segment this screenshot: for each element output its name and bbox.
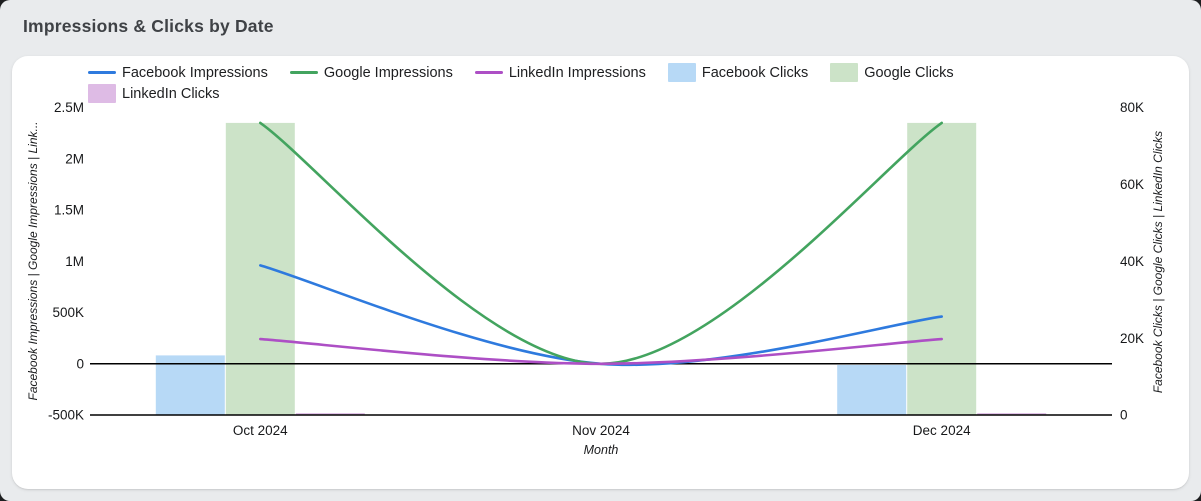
legend-rect-swatch	[88, 84, 116, 103]
x-axis-tick: Dec 2024	[913, 423, 971, 438]
right-axis-tick: 80K	[1120, 100, 1144, 115]
x-axis-title: Month	[583, 443, 619, 457]
legend-label: Google Impressions	[323, 64, 453, 81]
left-axis-tick: -500K	[48, 408, 84, 423]
page-title: Impressions & Clicks by Date	[23, 16, 274, 36]
legend-rect-swatch	[667, 63, 696, 82]
left-axis-tick: 0	[76, 356, 84, 371]
right-axis-tick: 20K	[1120, 331, 1144, 346]
right-axis-tick: 60K	[1120, 177, 1144, 192]
left-axis-tick: 2.5M	[54, 100, 84, 115]
bar-linkedin-clicks[interactable]	[977, 413, 1047, 415]
right-axis-tick: 40K	[1120, 254, 1144, 269]
chart-card	[12, 56, 1189, 489]
legend-item-facebook-clicks[interactable]: Facebook Clicks	[667, 62, 809, 83]
bar-linkedin-clicks[interactable]	[295, 413, 365, 415]
left-axis-tick: 500K	[52, 305, 84, 320]
bar-google-clicks[interactable]	[907, 122, 977, 416]
legend-label: Facebook Impressions	[122, 64, 268, 81]
left-axis-tick: 2M	[65, 151, 84, 166]
bar-facebook-clicks[interactable]	[155, 355, 225, 415]
legend-label: LinkedIn Impressions	[508, 64, 646, 81]
line-linkedin-impressions[interactable]	[259, 337, 943, 366]
legend-line-swatch	[88, 70, 116, 75]
chart-legend: Facebook Impressions Google Impressions Li…	[88, 62, 1078, 104]
legend-label: LinkedIn Clicks	[122, 85, 220, 102]
left-axis-tick: 1.5M	[54, 203, 84, 218]
legend-label: Facebook Clicks	[701, 64, 809, 81]
legend-rect-swatch	[830, 63, 859, 82]
legend-item-facebook-impressions[interactable]: Facebook Impressions	[88, 62, 268, 83]
right-axis-tick: 0	[1120, 408, 1128, 423]
line-google-impressions[interactable]	[259, 121, 943, 366]
legend-item-google-clicks[interactable]: Google Clicks	[830, 62, 954, 83]
x-axis-tick: Nov 2024	[572, 423, 630, 438]
legend-line-swatch	[474, 70, 503, 75]
bar-facebook-clicks[interactable]	[837, 365, 907, 415]
legend-item-linkedin-clicks[interactable]: LinkedIn Clicks	[88, 83, 220, 104]
legend-item-linkedin-impressions[interactable]: LinkedIn Impressions	[474, 62, 646, 83]
legend-item-google-impressions[interactable]: Google Impressions	[289, 62, 453, 83]
left-axis-tick: 1M	[65, 254, 84, 269]
legend-label: Google Clicks	[864, 64, 954, 81]
legend-line-swatch	[289, 70, 318, 75]
x-axis-tick: Oct 2024	[233, 423, 288, 438]
bar-google-clicks[interactable]	[225, 122, 295, 416]
